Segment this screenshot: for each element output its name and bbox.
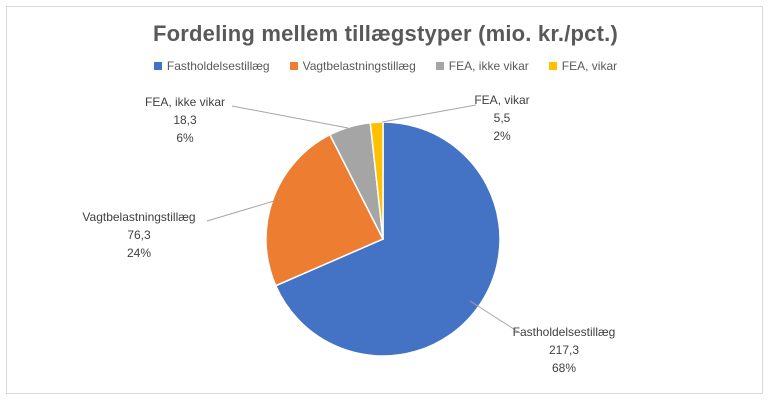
- pie-slice-fastholdelsestillaeg: [274, 121, 501, 357]
- legend-label-fea-ikke-vikar: FEA, ikke vikar: [448, 59, 529, 73]
- legend-swatch-fea-ikke-vikar: [435, 62, 444, 70]
- legend-item-fea-ikke-vikar: FEA, ikke vikar: [435, 59, 529, 73]
- data-label-fastholdelsestillaeg: Fastholdelsestillæg 217,3 68%: [513, 325, 616, 375]
- label-percent: 6%: [176, 131, 194, 145]
- label-value: 76,3: [127, 228, 151, 242]
- legend-label-vagtbelastningstillaeg: Vagtbelastningstillæg: [302, 59, 416, 73]
- legend-swatch-fea-vikar: [548, 62, 557, 70]
- label-name: FEA, vikar: [474, 93, 529, 107]
- label-percent: 24%: [127, 246, 151, 260]
- leader-line-fastholdelsestillaeg: [469, 300, 521, 334]
- legend-item-vagtbelastningstillaeg: Vagtbelastningstillæg: [289, 59, 416, 73]
- label-name: FEA, ikke vikar: [145, 95, 225, 109]
- label-percent: 68%: [552, 361, 576, 375]
- legend-item-fea-vikar: FEA, vikar: [548, 59, 618, 73]
- legend-swatch-fastholdelsestillaeg: [153, 62, 162, 70]
- data-label-vagtbelastningstillaeg: Vagtbelastningstillæg 76,3 24%: [82, 210, 195, 260]
- chart-title: Fordeling mellem tillægstyper (mio. kr./…: [153, 21, 618, 46]
- leader-line-fea-ikke-vikar: [231, 105, 349, 129]
- label-value: 217,3: [549, 343, 579, 357]
- label-name: Fastholdelsestillæg: [513, 325, 616, 339]
- leader-line-vagtbelastningstillaeg: [206, 200, 275, 222]
- pie-slice-vagtbelastningstillaeg: [265, 133, 385, 287]
- chart-legend: Fastholdelsestillæg Vagtbelastningstillæ…: [7, 59, 764, 73]
- leader-line-fea-vikar: [381, 104, 477, 123]
- legend-label-fastholdelsestillaeg: Fastholdelsestillæg: [166, 59, 270, 73]
- legend-item-fastholdelsestillaeg: Fastholdelsestillæg: [153, 59, 270, 73]
- data-label-fea-vikar: FEA, vikar 5,5 2%: [474, 93, 529, 143]
- label-value: 5,5: [494, 111, 511, 125]
- legend-label-fea-vikar: FEA, vikar: [561, 59, 618, 73]
- data-label-fea-ikke-vikar: FEA, ikke vikar 18,3 6%: [145, 95, 225, 145]
- label-name: Vagtbelastningstillæg: [82, 210, 195, 224]
- legend-swatch-vagtbelastningstillaeg: [289, 62, 298, 70]
- label-percent: 2%: [493, 129, 511, 143]
- label-value: 18,3: [173, 113, 197, 127]
